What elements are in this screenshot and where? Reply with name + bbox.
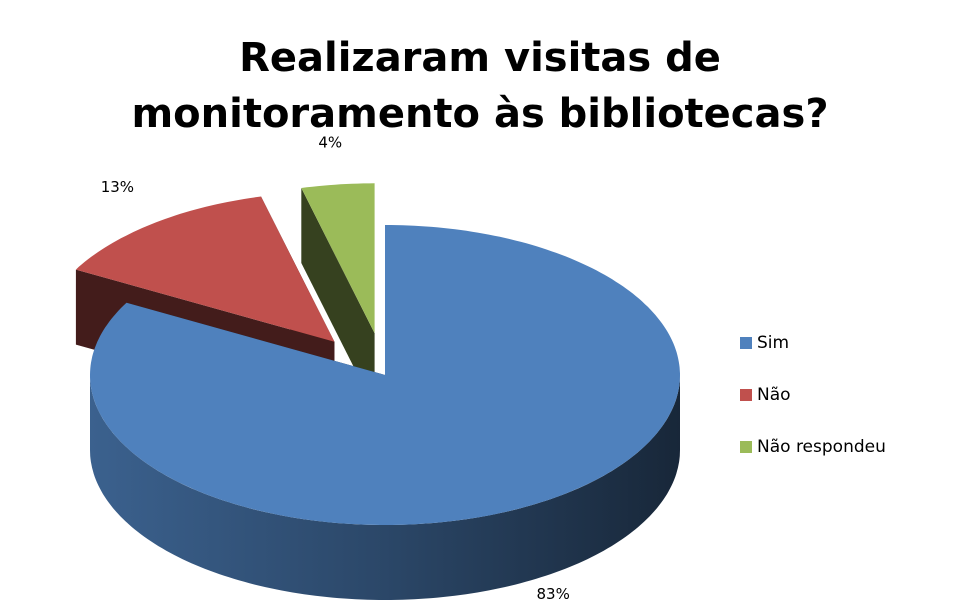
slice <box>75 196 335 342</box>
legend-label: Não respondeu <box>757 437 886 457</box>
data-label: 4% <box>318 133 342 151</box>
chart-title: Realizaram visitas de monitoramento às b… <box>131 35 829 137</box>
legend-swatch <box>740 441 752 453</box>
legend-swatch <box>740 389 752 401</box>
slice-wall <box>301 188 375 409</box>
legend-swatch <box>740 337 752 349</box>
data-label: 13% <box>101 178 134 196</box>
slice <box>90 225 680 525</box>
slice <box>301 183 375 334</box>
legend-label: Sim <box>757 333 789 353</box>
slice-side <box>90 375 680 600</box>
legend-label: Não <box>757 385 791 405</box>
data-label: 83% <box>537 585 570 603</box>
